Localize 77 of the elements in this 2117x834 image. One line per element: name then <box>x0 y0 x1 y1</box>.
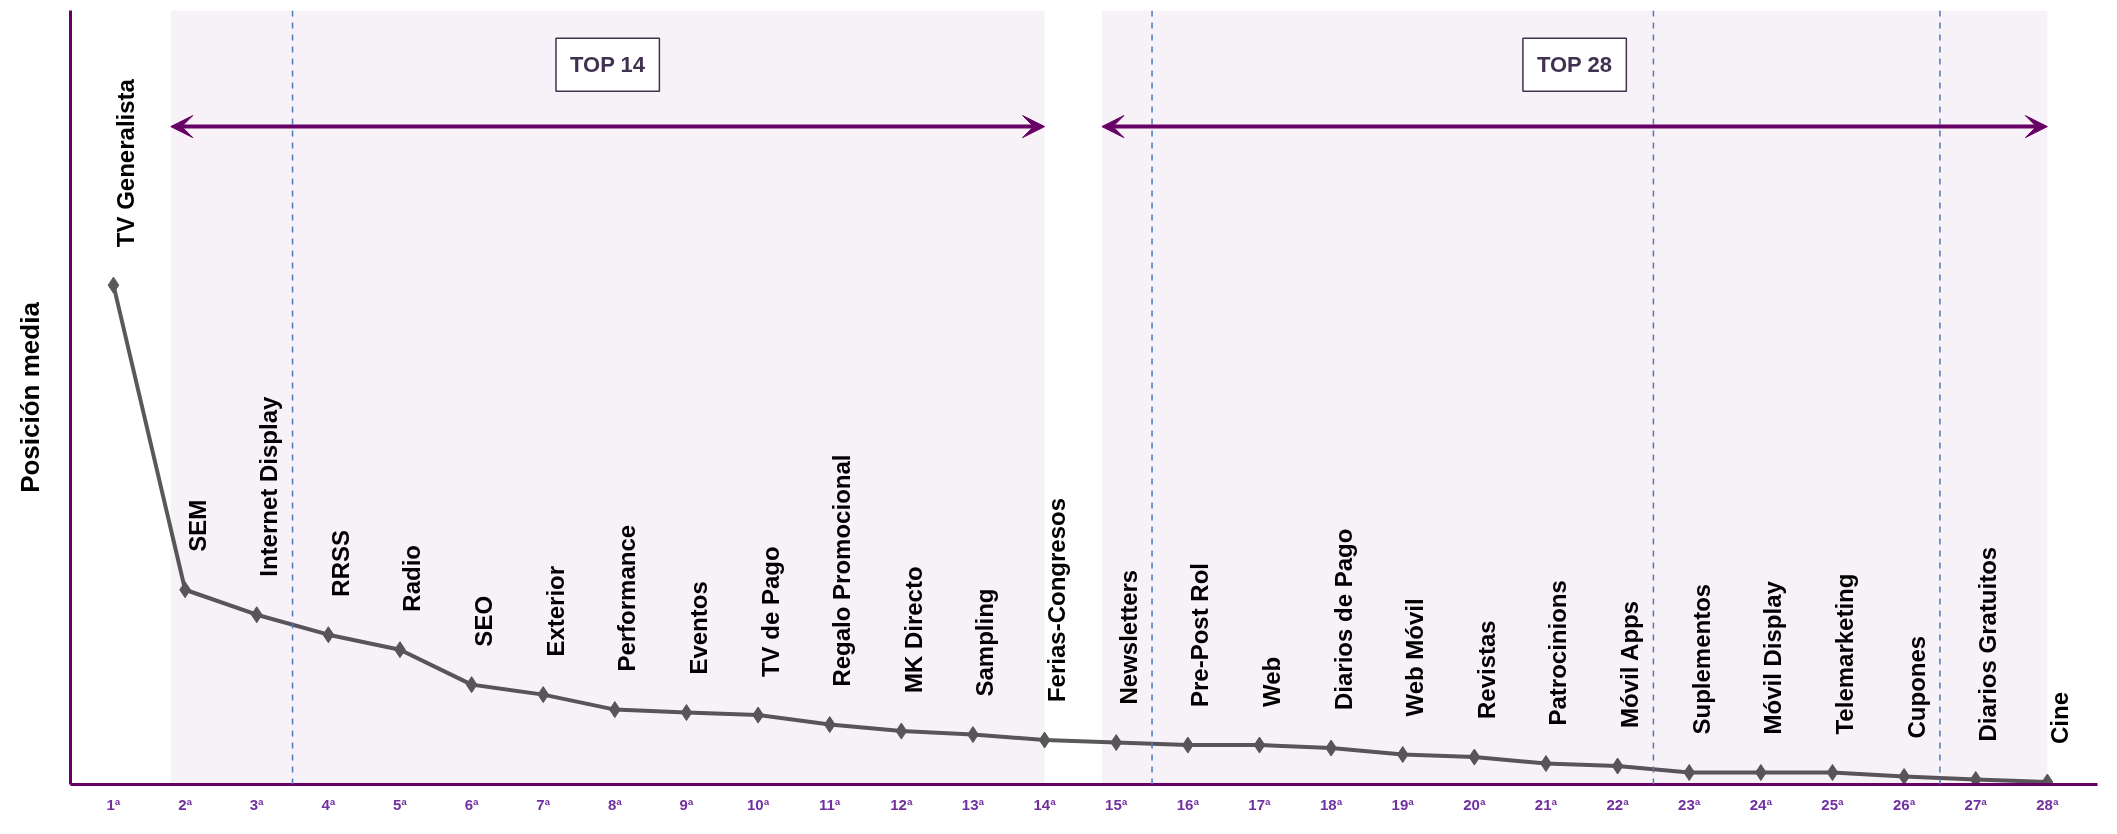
x-tick-label: 1ª <box>106 795 121 813</box>
point <box>1826 764 1839 782</box>
annotation: Diarios de Pago <box>1329 528 1357 711</box>
y-axis-title: Posición media <box>14 301 45 493</box>
band-label: TOP 14 <box>569 52 646 78</box>
annotation: SEM <box>183 499 211 552</box>
x-tick-label: 14ª <box>1033 795 1057 813</box>
x-tick-label: 5ª <box>393 795 408 813</box>
annotation: Eventos <box>684 581 712 675</box>
annotation: MK Directo <box>899 566 927 694</box>
point <box>250 606 263 624</box>
annotation: Pre-Post Rol <box>1186 563 1214 708</box>
x-tick-label: 26ª <box>1892 795 1916 813</box>
point <box>823 716 836 734</box>
annotation: Suplementos <box>1687 583 1715 735</box>
annotation: Telemarketing <box>1830 573 1858 735</box>
x-tick-label: 24ª <box>1749 795 1773 813</box>
x-tick-label: 13ª <box>961 795 985 813</box>
x-tick-label: 10ª <box>746 795 770 813</box>
point <box>1969 771 1982 785</box>
x-tick-label: 11ª <box>819 795 841 813</box>
annotation: Móvil Display <box>1759 580 1787 735</box>
x-tick-label: 4ª <box>321 795 336 813</box>
x-tick-label: 12ª <box>890 795 913 813</box>
annotation: Radio <box>398 545 426 612</box>
annotation: TV de Pago <box>756 546 784 678</box>
annotation: Regalo Promocional <box>828 454 856 687</box>
point <box>1038 731 1051 749</box>
annotation: Web Móvil <box>1401 598 1429 717</box>
x-tick-label: 6ª <box>464 795 479 813</box>
x-tick-label: 23ª <box>1678 795 1701 813</box>
point <box>680 704 693 722</box>
annotation: Revistas <box>1472 620 1500 720</box>
annotation: Sampling <box>971 588 999 697</box>
x-tick-label: 16ª <box>1176 795 1200 813</box>
x-tick-label: 28ª <box>2036 795 2059 813</box>
annotation: Newsletters <box>1114 569 1142 705</box>
point <box>1110 734 1123 752</box>
annotation: Exterior <box>541 565 569 657</box>
annotation: Internet Display <box>255 396 283 577</box>
x-tick-label: 18ª <box>1319 795 1343 813</box>
x-tick-label: 3ª <box>249 795 265 813</box>
x-tick-label: 7ª <box>536 795 551 813</box>
annotation: Cupones <box>1902 635 1930 739</box>
annotation: RRSS <box>326 530 354 597</box>
point <box>1253 736 1266 754</box>
band-label: TOP 28 <box>1536 52 1612 78</box>
annotation: Patrocinions <box>1544 580 1572 726</box>
x-tick-label: 19ª <box>1391 795 1415 813</box>
point <box>1468 748 1481 766</box>
point <box>1396 746 1409 764</box>
annotation: Diarios Gratuitos <box>1974 546 2002 742</box>
point <box>465 676 478 694</box>
x-tick-label: 9ª <box>679 795 694 813</box>
x-tick-label: 27ª <box>1964 795 1988 813</box>
x-tick-label: 20ª <box>1463 795 1486 813</box>
point <box>895 722 908 740</box>
x-tick-label: 15ª <box>1105 795 1128 813</box>
point <box>1683 764 1696 782</box>
x-tick-label: 21ª <box>1534 795 1558 813</box>
annotation: Cine <box>2045 691 2073 744</box>
annotation: SEO <box>470 595 498 647</box>
point <box>322 626 335 644</box>
annotation: Ferias-Congresos <box>1043 497 1071 703</box>
point <box>537 686 550 704</box>
annotation: TV Generalista <box>111 78 139 248</box>
x-tick-label: 25ª <box>1821 795 1845 813</box>
point <box>107 276 120 294</box>
x-tick-label: 22ª <box>1606 795 1630 813</box>
x-tick-label: 2ª <box>178 795 193 813</box>
point <box>1611 757 1624 775</box>
x-tick-label: 17ª <box>1248 795 1272 813</box>
annotation: Performance <box>613 524 641 672</box>
annotation: Móvil Apps <box>1616 600 1644 729</box>
annotation: Web <box>1257 656 1285 708</box>
point <box>1898 768 1910 785</box>
x-tick-label: 8ª <box>607 795 623 813</box>
